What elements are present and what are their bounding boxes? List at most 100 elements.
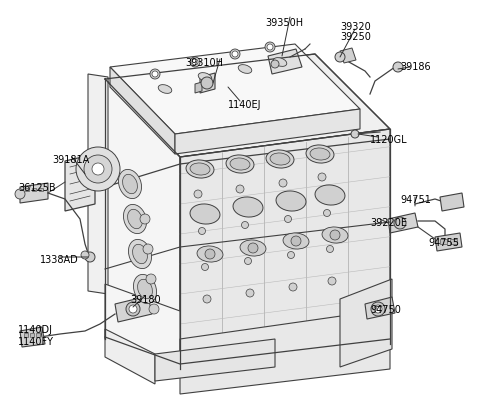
Circle shape — [230, 50, 240, 60]
Polygon shape — [435, 233, 462, 252]
Ellipse shape — [322, 228, 348, 243]
Polygon shape — [155, 339, 275, 381]
Polygon shape — [88, 75, 108, 294]
Ellipse shape — [238, 66, 252, 74]
Polygon shape — [365, 297, 395, 319]
Circle shape — [265, 43, 275, 53]
Circle shape — [371, 302, 385, 316]
Ellipse shape — [306, 146, 334, 164]
Polygon shape — [268, 50, 302, 75]
Circle shape — [232, 52, 238, 58]
Polygon shape — [180, 309, 390, 394]
Circle shape — [324, 210, 331, 217]
Ellipse shape — [233, 197, 263, 218]
Ellipse shape — [270, 154, 290, 166]
Polygon shape — [200, 74, 215, 94]
Text: 94751: 94751 — [400, 195, 431, 204]
Polygon shape — [105, 55, 390, 158]
Circle shape — [241, 222, 249, 229]
Text: 1120GL: 1120GL — [370, 135, 408, 145]
Text: 36125B: 36125B — [18, 183, 56, 192]
Circle shape — [143, 244, 153, 254]
Bar — [24, 333, 28, 337]
Circle shape — [84, 156, 112, 183]
Ellipse shape — [129, 240, 152, 269]
Ellipse shape — [133, 275, 156, 304]
Bar — [32, 189, 36, 192]
Circle shape — [149, 304, 159, 314]
Ellipse shape — [240, 240, 266, 256]
Circle shape — [92, 164, 104, 176]
Circle shape — [140, 214, 150, 224]
Ellipse shape — [190, 204, 220, 225]
Text: 39220E: 39220E — [370, 218, 407, 228]
Ellipse shape — [132, 245, 147, 264]
Circle shape — [288, 252, 295, 259]
Circle shape — [246, 289, 254, 297]
Circle shape — [152, 72, 158, 78]
Circle shape — [236, 185, 244, 194]
Text: 39180: 39180 — [130, 294, 161, 304]
Bar — [25, 189, 29, 192]
Circle shape — [199, 228, 205, 235]
Bar — [440, 240, 447, 244]
Polygon shape — [110, 45, 360, 135]
Polygon shape — [110, 68, 175, 154]
Text: 39350H: 39350H — [265, 18, 303, 28]
Polygon shape — [175, 110, 360, 154]
Circle shape — [190, 58, 200, 68]
Text: 94750: 94750 — [370, 304, 401, 314]
Ellipse shape — [119, 170, 142, 199]
Circle shape — [201, 78, 213, 90]
Circle shape — [318, 173, 326, 182]
Circle shape — [394, 218, 406, 230]
Ellipse shape — [315, 185, 345, 206]
Ellipse shape — [230, 159, 250, 171]
Circle shape — [85, 252, 95, 262]
Polygon shape — [340, 49, 356, 64]
Polygon shape — [20, 183, 48, 204]
Circle shape — [285, 216, 291, 223]
Circle shape — [244, 258, 252, 265]
Circle shape — [326, 246, 334, 253]
Text: 1140DJ: 1140DJ — [18, 324, 53, 334]
Text: 1140FY: 1140FY — [18, 336, 54, 346]
Circle shape — [335, 53, 345, 63]
Circle shape — [267, 45, 273, 51]
Circle shape — [194, 190, 202, 199]
Ellipse shape — [122, 175, 137, 194]
Circle shape — [76, 147, 120, 192]
Bar — [36, 333, 40, 337]
Polygon shape — [20, 327, 45, 347]
Ellipse shape — [226, 156, 254, 173]
Ellipse shape — [276, 192, 306, 211]
Ellipse shape — [266, 151, 294, 169]
Polygon shape — [105, 329, 155, 384]
Ellipse shape — [128, 210, 143, 229]
Circle shape — [129, 305, 137, 313]
Circle shape — [374, 305, 382, 313]
Circle shape — [126, 302, 140, 316]
Polygon shape — [180, 130, 390, 364]
Ellipse shape — [198, 74, 212, 82]
Text: 1140EJ: 1140EJ — [228, 100, 262, 110]
Ellipse shape — [123, 205, 146, 234]
Circle shape — [393, 63, 403, 73]
Text: 39250: 39250 — [340, 32, 371, 42]
Text: 94755: 94755 — [428, 237, 459, 247]
Circle shape — [146, 274, 156, 284]
Ellipse shape — [158, 85, 172, 94]
Polygon shape — [440, 194, 464, 211]
Ellipse shape — [197, 246, 223, 262]
Circle shape — [328, 277, 336, 285]
Circle shape — [192, 60, 198, 66]
Circle shape — [291, 236, 301, 247]
Polygon shape — [115, 296, 152, 322]
Text: 39186: 39186 — [400, 62, 431, 72]
Polygon shape — [105, 80, 180, 364]
Polygon shape — [105, 284, 180, 369]
Polygon shape — [65, 154, 95, 211]
Text: 1338AD: 1338AD — [40, 254, 79, 264]
Circle shape — [330, 230, 340, 240]
Circle shape — [271, 61, 279, 69]
